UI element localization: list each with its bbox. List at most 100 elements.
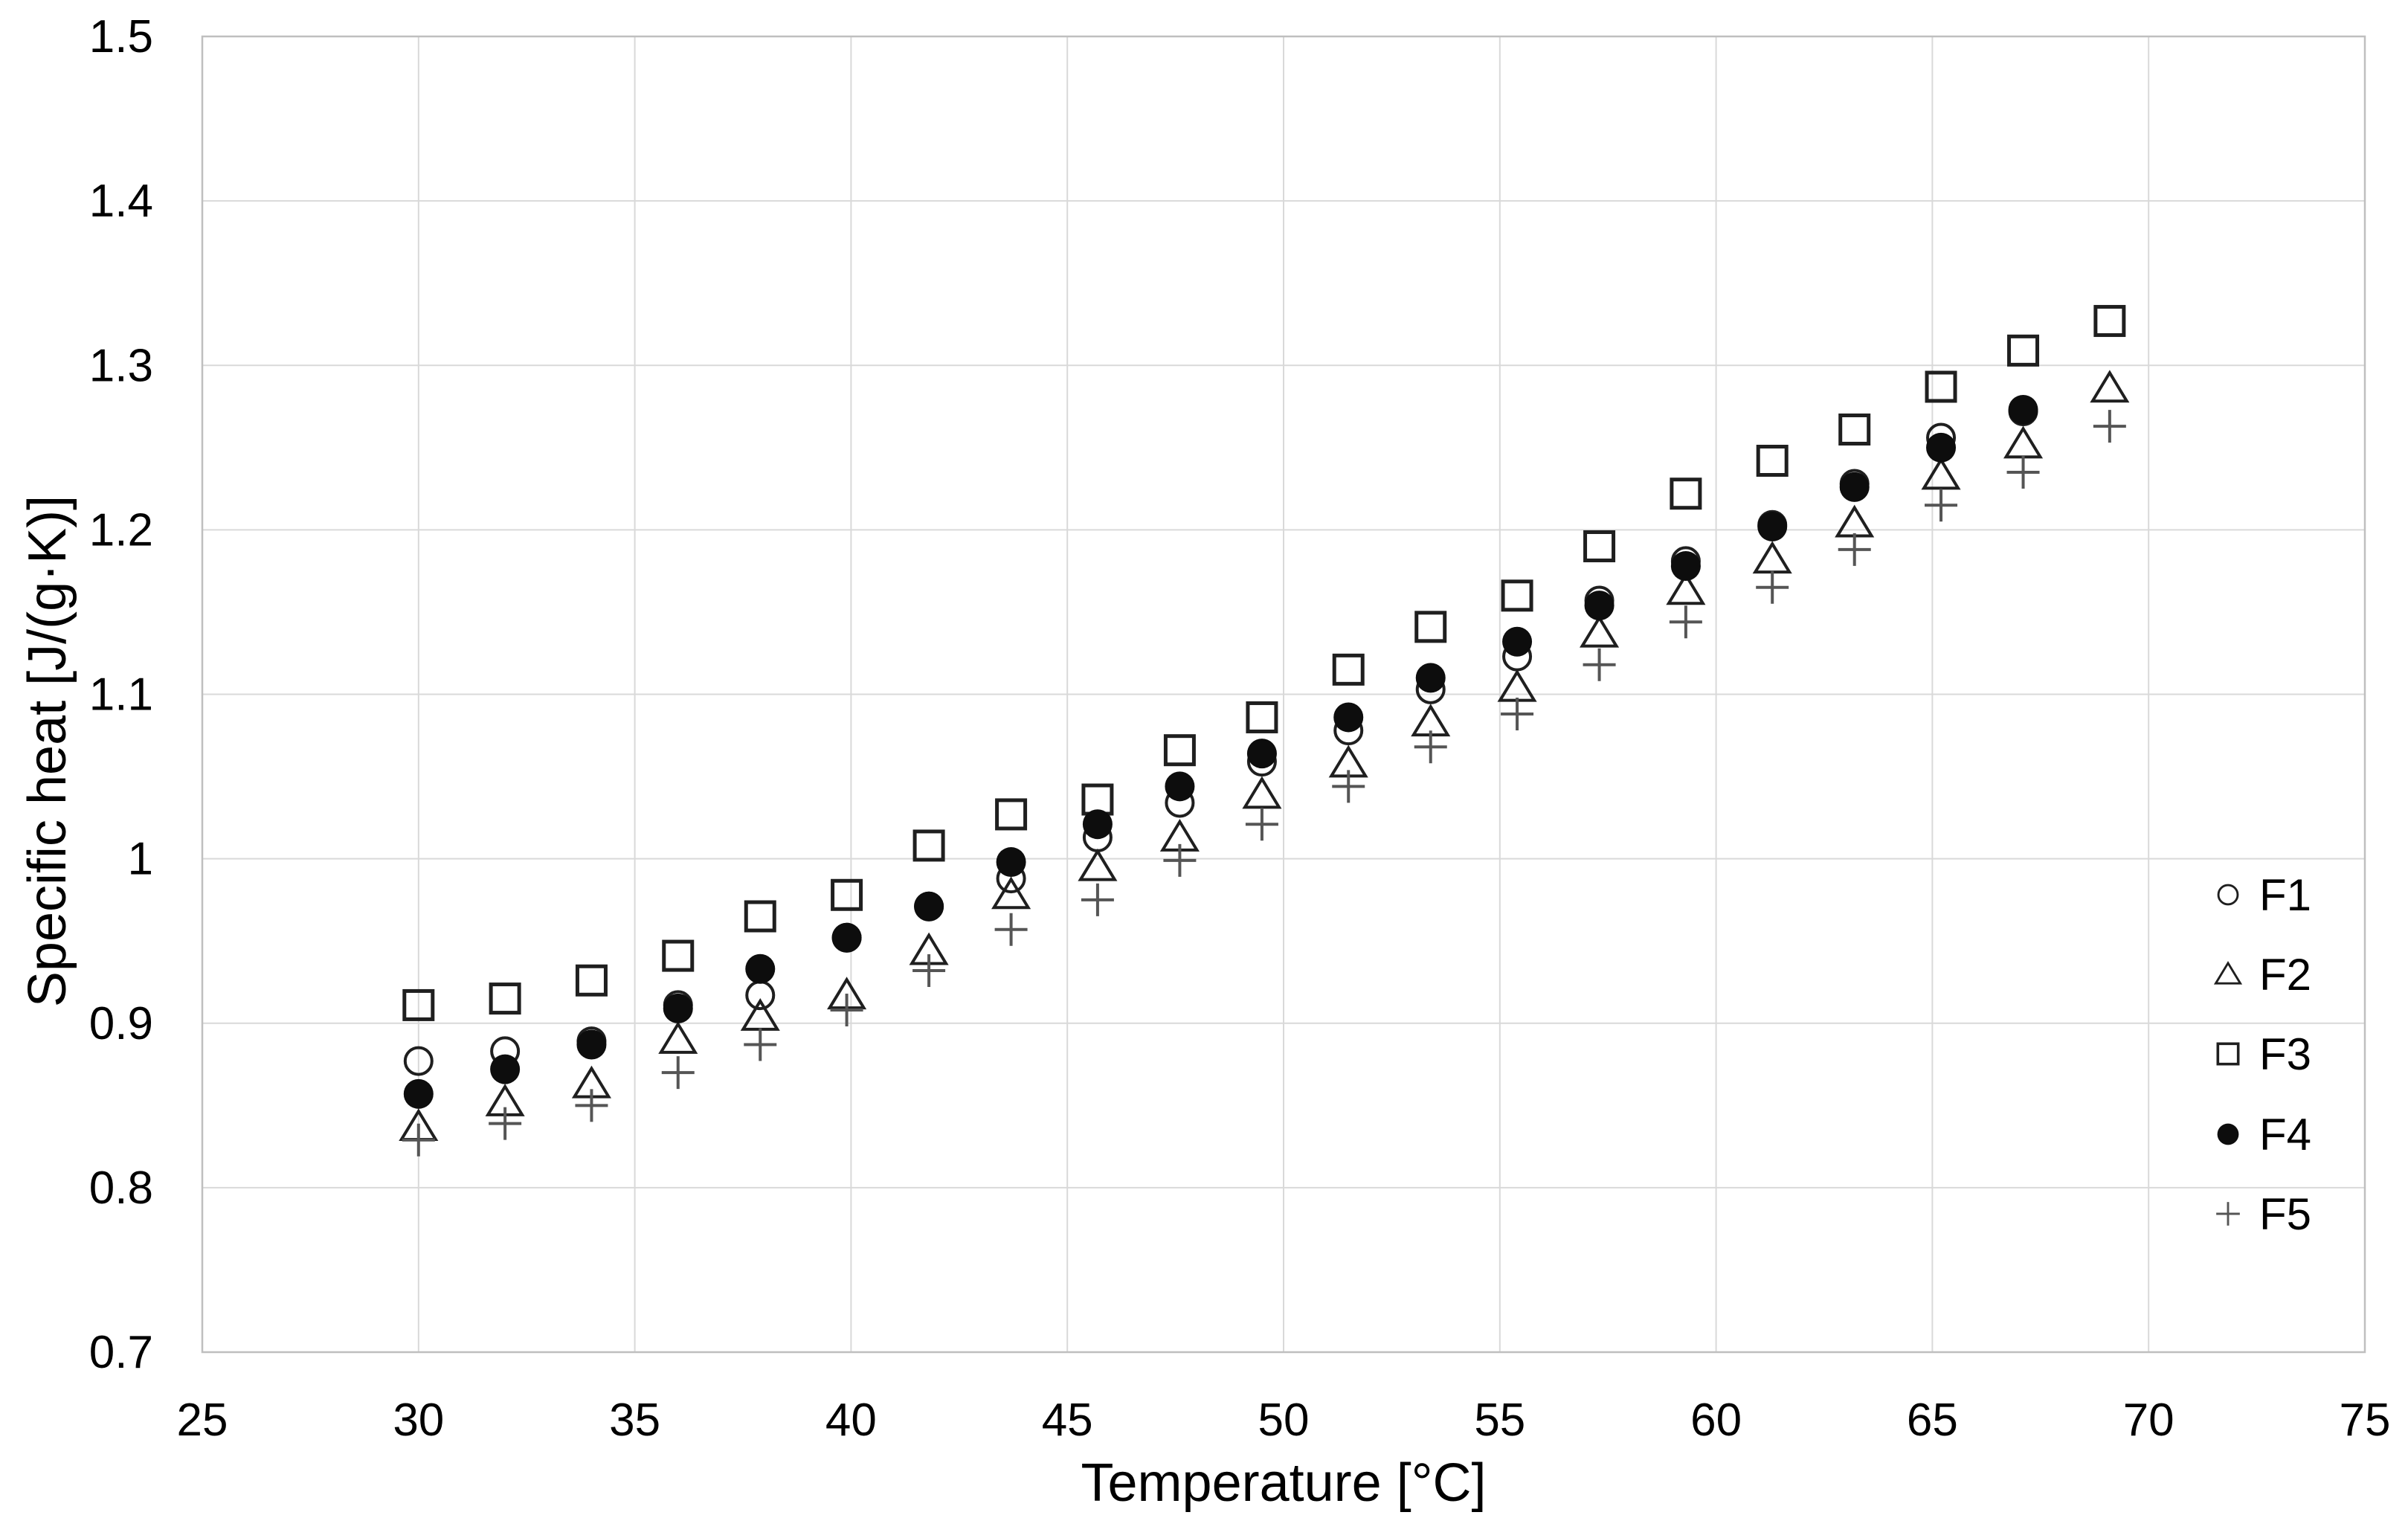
point-F4-45.7 (1082, 809, 1113, 840)
legend-label-F1: F1 (2259, 870, 2311, 920)
series-F4 (403, 394, 2038, 1109)
point-F1-30 (403, 1046, 434, 1076)
point-F5-59.3 (1669, 605, 1702, 639)
point-F2-49.5 (1242, 776, 1282, 809)
point-F2-67.1 (2003, 425, 2044, 459)
point-F4-39.9 (831, 922, 862, 953)
point-F3-41.8 (912, 829, 945, 862)
point-F3-36 (662, 939, 695, 972)
point-F3-69.1 (2093, 305, 2126, 338)
point-F3-53.4 (1414, 611, 1447, 643)
point-F3-30 (402, 988, 435, 1021)
point-F5-61.3 (1756, 570, 1789, 604)
point-F3-67.1 (2007, 334, 2040, 367)
x-tick-65: 65 (1907, 1395, 1958, 1446)
legend-label-F2: F2 (2259, 950, 2311, 1000)
point-F5-47.6 (1163, 843, 1197, 877)
point-F5-69.1 (2093, 410, 2126, 443)
legend-label-F4: F4 (2259, 1110, 2311, 1160)
point-F4-63.2 (1839, 472, 1870, 502)
point-F4-51.5 (1333, 702, 1364, 733)
series-F1 (403, 396, 2038, 1076)
point-F3-57.3 (1583, 530, 1616, 562)
point-F2-43.7 (991, 876, 1031, 910)
point-F4-37.9 (745, 953, 776, 984)
legend-item-F1: F1 (2217, 870, 2311, 920)
point-F5-43.7 (994, 913, 1028, 946)
point-F4-36 (663, 993, 693, 1023)
point-F2-63.2 (1835, 504, 1875, 538)
point-F5-53.4 (1414, 730, 1447, 764)
point-F2-61.3 (1752, 541, 1792, 574)
y-axis-title: Specific heat [J/(g·K)] (18, 495, 77, 1007)
x-tick-75: 75 (2340, 1395, 2391, 1446)
x-tick-60: 60 (1690, 1395, 1742, 1446)
point-F4-32 (490, 1054, 521, 1084)
plot-border (201, 35, 2366, 1354)
point-F5-34 (575, 1089, 608, 1122)
x-tick-50: 50 (1258, 1395, 1310, 1446)
legend-label-F3: F3 (2259, 1029, 2311, 1079)
x-tick-25: 25 (177, 1395, 228, 1446)
point-F4-34 (576, 1029, 607, 1060)
point-F3-51.5 (1332, 653, 1365, 686)
point-F3-55.4 (1501, 579, 1533, 612)
legend-marker-F2 (2213, 961, 2243, 985)
point-F2-37.9 (740, 998, 780, 1031)
point-F1-37.9 (745, 980, 776, 1011)
legend-marker-F3 (2216, 1042, 2240, 1066)
y-tick-0.8: 0.8 (89, 1162, 153, 1214)
point-F5-65.2 (1925, 489, 1958, 522)
point-F2-55.4 (1497, 669, 1537, 702)
y-tick-0.9: 0.9 (89, 998, 153, 1049)
point-F5-57.3 (1583, 648, 1616, 681)
point-F5-32 (489, 1107, 522, 1140)
point-F4-30 (403, 1078, 434, 1109)
point-F4-65.2 (1926, 432, 1957, 463)
x-tick-45: 45 (1042, 1395, 1093, 1446)
point-F3-47.6 (1163, 734, 1196, 767)
point-F4-59.3 (1670, 551, 1701, 582)
point-F2-36 (658, 1021, 698, 1054)
point-F4-67.1 (2008, 394, 2038, 425)
point-F5-30 (402, 1123, 435, 1157)
x-axis-tick-labels: 25 30 35 40 45 50 55 60 65 70 75 (177, 1395, 2391, 1446)
point-F2-69.1 (2090, 370, 2130, 403)
point-F5-55.4 (1501, 698, 1534, 731)
y-tick-1.2: 1.2 (89, 504, 153, 556)
x-tick-35: 35 (609, 1395, 660, 1446)
y-tick-1.4: 1.4 (89, 176, 153, 227)
y-tick-0.7: 0.7 (89, 1327, 153, 1378)
x-tick-30: 30 (393, 1395, 444, 1446)
point-F2-45.7 (1078, 848, 1118, 881)
y-tick-1.5: 1.5 (89, 11, 153, 62)
legend-marker-F5 (2216, 1202, 2240, 1226)
point-F3-65.2 (1925, 370, 1957, 403)
legend-item-F3: F3 (2216, 1029, 2311, 1079)
point-F4-61.3 (1757, 511, 1788, 541)
legend-item-F5: F5 (2216, 1189, 2311, 1239)
gridlines (202, 36, 2366, 1353)
y-tick-1.3: 1.3 (89, 340, 153, 391)
point-F3-43.7 (995, 798, 1028, 831)
point-F5-63.2 (1838, 533, 1871, 566)
chart-legend: F1 F2 F3 F4 F5 (2213, 870, 2311, 1239)
legend-item-F2: F2 (2213, 950, 2311, 1000)
data-points (399, 305, 2130, 1157)
point-F5-67.1 (2006, 455, 2040, 489)
x-tick-55: 55 (1474, 1395, 1525, 1446)
series-F5 (402, 410, 2126, 1157)
y-axis-tick-labels: 0.7 0.8 0.9 1 1.1 1.2 1.3 1.4 1.5 (89, 11, 153, 1378)
point-F3-61.3 (1756, 445, 1789, 477)
point-F5-36 (661, 1056, 695, 1090)
point-F4-53.4 (1415, 663, 1446, 693)
point-F5-49.5 (1245, 808, 1278, 841)
y-tick-1.1: 1.1 (89, 669, 153, 721)
point-F5-39.9 (830, 994, 863, 1027)
legend-label-F5: F5 (2259, 1189, 2311, 1239)
point-F3-39.9 (831, 878, 863, 911)
point-F3-34 (575, 964, 608, 997)
x-tick-70: 70 (2123, 1395, 2174, 1446)
point-F5-45.7 (1081, 883, 1114, 916)
